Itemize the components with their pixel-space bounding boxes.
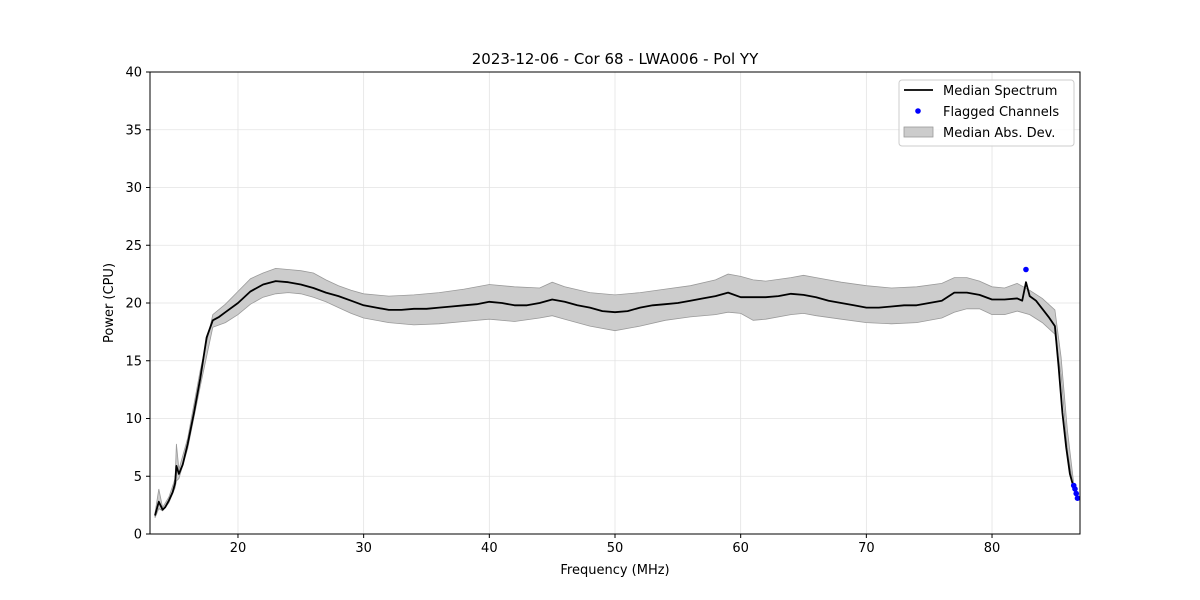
x-tick-label: 50: [607, 541, 624, 556]
y-tick-label: 15: [125, 354, 142, 369]
chart-title: 2023-12-06 - Cor 68 - LWA006 - Pol YY: [472, 50, 759, 68]
y-tick-label: 20: [125, 297, 142, 312]
flagged-channel-point: [1073, 490, 1080, 497]
x-tick-label: 20: [230, 541, 247, 556]
x-tick-label: 80: [984, 541, 1001, 556]
legend-box: [898, 79, 1075, 147]
x-tick-label: 40: [481, 541, 498, 556]
flagged-channel-point: [1072, 486, 1078, 492]
legend-median-label: Median Spectrum: [943, 84, 1057, 99]
legend-flagged-label: Flagged Channels: [943, 105, 1059, 120]
y-tick-label: 40: [125, 66, 142, 81]
median-spectrum-line: [154, 280, 1079, 516]
y-tick-label: 10: [125, 412, 142, 427]
legend-band-label: Median Abs. Dev.: [943, 126, 1055, 141]
y-tick-label: 5: [134, 470, 142, 485]
legend-band-swatch: [903, 126, 934, 138]
legend-flagged-swatch: [915, 108, 921, 114]
y-tick-label: 30: [125, 181, 142, 196]
y-axis-title: Power (CPU): [102, 263, 117, 343]
y-tick-label: 0: [134, 528, 142, 543]
axis-ticks: 20 30 40 50 60 70 80 0 5 10 15 20 25 30 35 40: [125, 66, 1000, 557]
median-line: [154, 280, 1079, 516]
x-axis-title: Frequency (MHz): [560, 563, 669, 578]
legend: Median Spectrum Flagged Channels Median …: [898, 79, 1075, 147]
y-tick-label: 35: [125, 123, 142, 138]
flagged-channel-point: [1074, 495, 1081, 501]
y-tick-label: 25: [125, 239, 142, 254]
flagged-points: [1023, 266, 1081, 501]
flagged-channel-point: [1023, 266, 1029, 273]
x-tick-label: 30: [355, 541, 372, 556]
x-tick-label: 70: [858, 541, 875, 556]
x-tick-label: 60: [732, 541, 749, 556]
